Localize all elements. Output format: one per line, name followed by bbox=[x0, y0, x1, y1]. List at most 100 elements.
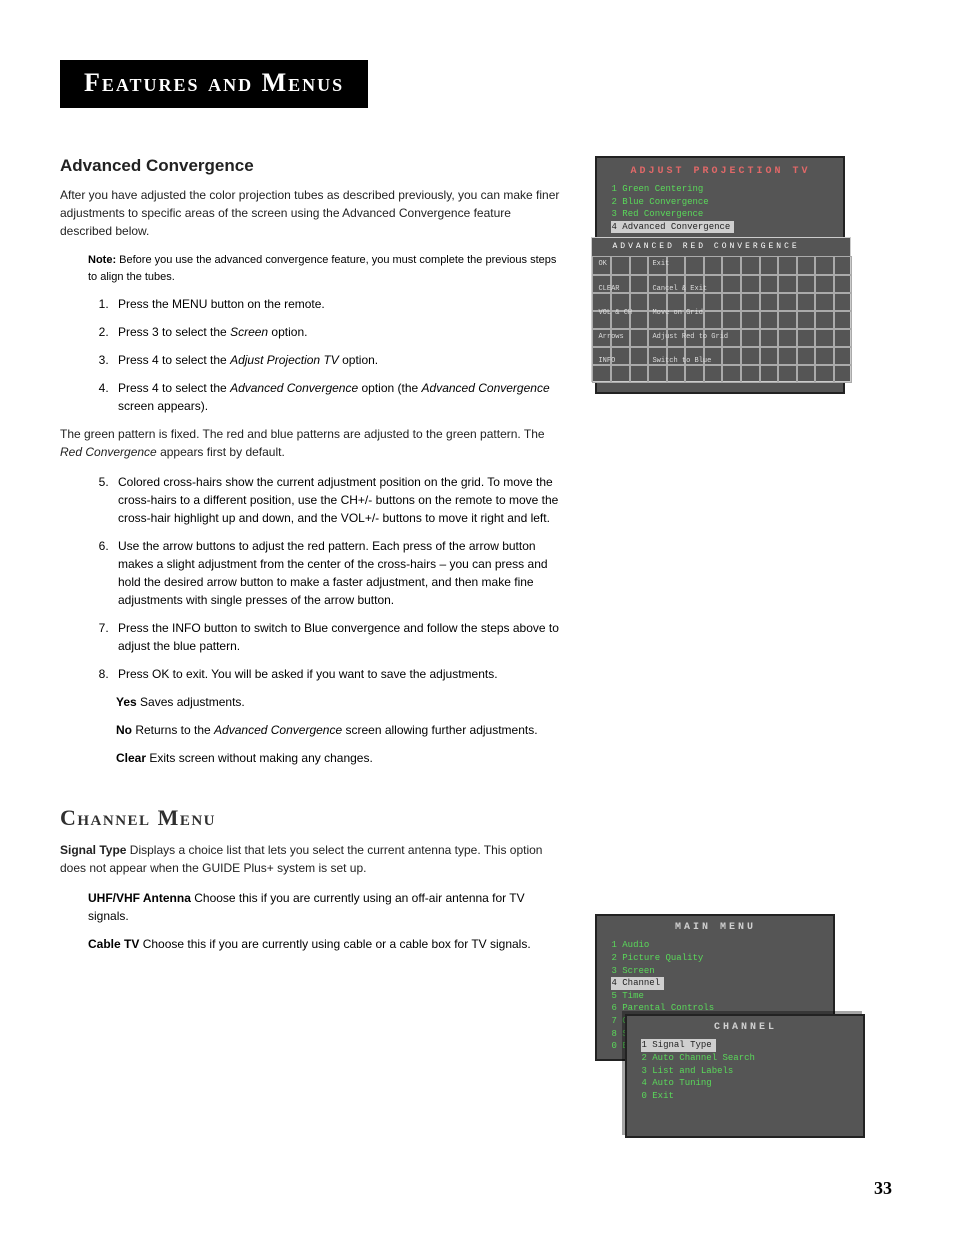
grid-cell bbox=[592, 365, 611, 383]
grid-cell bbox=[760, 293, 779, 311]
step-2: Press 3 to select the Screen option. bbox=[112, 323, 565, 341]
grid-cell bbox=[815, 293, 834, 311]
grid-key: VOL & CH bbox=[598, 309, 632, 317]
osd1-item-2: 2 Blue Convergence bbox=[611, 196, 843, 209]
grid-cell bbox=[834, 275, 853, 293]
grid-cell bbox=[815, 347, 834, 365]
osd1-item-4-selected: 4 Advanced Convergence bbox=[611, 221, 734, 234]
grid-cell bbox=[741, 256, 760, 274]
def-no: No Returns to the Advanced Convergence s… bbox=[116, 721, 565, 739]
grid-value: Switch to Blue bbox=[652, 357, 711, 365]
grid-key: INFO bbox=[598, 357, 615, 365]
grid-cell bbox=[778, 347, 797, 365]
step-7: Press the INFO button to switch to Blue … bbox=[112, 619, 565, 655]
grid-cell bbox=[704, 293, 723, 311]
grid-cell bbox=[722, 293, 741, 311]
grid-cell bbox=[797, 293, 816, 311]
grid-key: Arrows bbox=[598, 333, 623, 341]
osd-channel-submenu: CHANNEL 1 Signal Type2 Auto Channel Sear… bbox=[625, 1014, 865, 1138]
left-column: Advanced Convergence After you have adju… bbox=[60, 156, 565, 963]
def-yes-body: Saves adjustments. bbox=[137, 695, 245, 709]
grid-cell bbox=[741, 329, 760, 347]
right-column: ADJUST PROJECTION TV 1 Green Centering 2… bbox=[595, 156, 894, 1144]
step-6: Use the arrow buttons to adjust the red … bbox=[112, 537, 565, 609]
grid-cell bbox=[834, 293, 853, 311]
grid-cell bbox=[760, 311, 779, 329]
grid-cell bbox=[722, 347, 741, 365]
osd2-stack: MAIN MENU 1 Audio2 Picture Quality3 Scre… bbox=[595, 914, 894, 1144]
def-cable-term: Cable TV bbox=[88, 937, 139, 951]
grid-cell bbox=[797, 311, 816, 329]
page-title-bar: Features and Menus bbox=[60, 60, 368, 108]
step-5: Colored cross-hairs show the current adj… bbox=[112, 473, 565, 527]
signal-type-def: Signal Type Displays a choice list that … bbox=[60, 841, 565, 877]
osd1-list: 1 Green Centering 2 Blue Convergence 3 R… bbox=[597, 183, 843, 233]
def-uhf-term: UHF/VHF Antenna bbox=[88, 891, 191, 905]
grid-cell bbox=[778, 293, 797, 311]
grid-cell bbox=[797, 365, 816, 383]
signal-type-term: Signal Type bbox=[60, 843, 126, 857]
grid-cell bbox=[741, 293, 760, 311]
def-yes: Yes Saves adjustments. bbox=[116, 693, 565, 711]
osd2-main-item: 1 Audio bbox=[611, 939, 833, 952]
def-uhf: UHF/VHF Antenna Choose this if you are c… bbox=[88, 889, 565, 925]
grid-value: Exit bbox=[652, 260, 669, 268]
osd1-grid: ADVANCED RED CONVERGENCE OKExitCLEARCanc… bbox=[591, 237, 851, 382]
step-8: Press OK to exit. You will be asked if y… bbox=[112, 665, 565, 683]
grid-cell bbox=[722, 275, 741, 293]
grid-cell bbox=[760, 275, 779, 293]
mid-paragraph: The green pattern is fixed. The red and … bbox=[60, 425, 565, 461]
osd2-sub-item: 0 Exit bbox=[641, 1090, 863, 1103]
osd2-main-item: 5 Time bbox=[611, 990, 833, 1003]
osd1-item-3: 3 Red Convergence bbox=[611, 208, 843, 221]
grid-cell bbox=[815, 275, 834, 293]
grid-value: Cancel & Exit bbox=[652, 285, 707, 293]
grid-cell bbox=[630, 329, 649, 347]
osd2-sub-title: CHANNEL bbox=[627, 1020, 863, 1039]
grid-cell bbox=[778, 329, 797, 347]
grid-cell bbox=[704, 311, 723, 329]
grid-cell bbox=[630, 256, 649, 274]
grid-cell bbox=[741, 275, 760, 293]
grid-cell bbox=[834, 365, 853, 383]
osd2-sub-item: 3 List and Labels bbox=[641, 1065, 863, 1078]
grid-cell bbox=[630, 311, 649, 329]
osd2-main-item: 2 Picture Quality bbox=[611, 952, 833, 965]
grid-cell bbox=[704, 365, 723, 383]
def-clear-term: Clear bbox=[116, 751, 146, 765]
osd2-main-item: 3 Screen bbox=[611, 965, 833, 978]
grid-cell bbox=[778, 275, 797, 293]
def-clear: Clear Exits screen without making any ch… bbox=[116, 749, 565, 767]
grid-cell bbox=[611, 365, 630, 383]
grid-cell bbox=[704, 256, 723, 274]
grid-cell bbox=[760, 365, 779, 383]
step-1: Press the MENU button on the remote. bbox=[112, 295, 565, 313]
grid-cell bbox=[797, 256, 816, 274]
grid-cell bbox=[815, 311, 834, 329]
osd2-sub-list: 1 Signal Type2 Auto Channel Search3 List… bbox=[627, 1039, 863, 1102]
subdefs-block: UHF/VHF Antenna Choose this if you are c… bbox=[88, 889, 565, 953]
note-block: Note: Before you use the advanced conver… bbox=[88, 252, 565, 415]
grid-cell bbox=[797, 275, 816, 293]
grid-cell bbox=[797, 347, 816, 365]
def-cable-body: Choose this if you are currently using c… bbox=[139, 937, 530, 951]
grid-cell bbox=[630, 275, 649, 293]
two-column-layout: Advanced Convergence After you have adju… bbox=[60, 156, 894, 1144]
osd1-grid-title: ADVANCED RED CONVERGENCE bbox=[612, 242, 799, 251]
grid-cell bbox=[815, 365, 834, 383]
grid-cell bbox=[760, 256, 779, 274]
defs-block: Yes Saves adjustments. No Returns to the… bbox=[116, 693, 565, 767]
grid-cell bbox=[630, 293, 649, 311]
grid-cell bbox=[834, 329, 853, 347]
steps-block-b: Colored cross-hairs show the current adj… bbox=[88, 473, 565, 683]
osd2-main-title: MAIN MENU bbox=[597, 920, 833, 939]
osd2-sub-item: 2 Auto Channel Search bbox=[641, 1052, 863, 1065]
grid-cell bbox=[741, 347, 760, 365]
note-body: Before you use the advanced convergence … bbox=[88, 254, 556, 283]
section-heading-channel-menu: Channel Menu bbox=[60, 805, 565, 831]
osd2-sub-item: 1 Signal Type bbox=[641, 1039, 715, 1052]
step-3: Press 4 to select the Adjust Projection … bbox=[112, 351, 565, 369]
signal-type-body: Displays a choice list that lets you sel… bbox=[60, 843, 542, 875]
grid-cell bbox=[722, 365, 741, 383]
grid-cell bbox=[685, 256, 704, 274]
